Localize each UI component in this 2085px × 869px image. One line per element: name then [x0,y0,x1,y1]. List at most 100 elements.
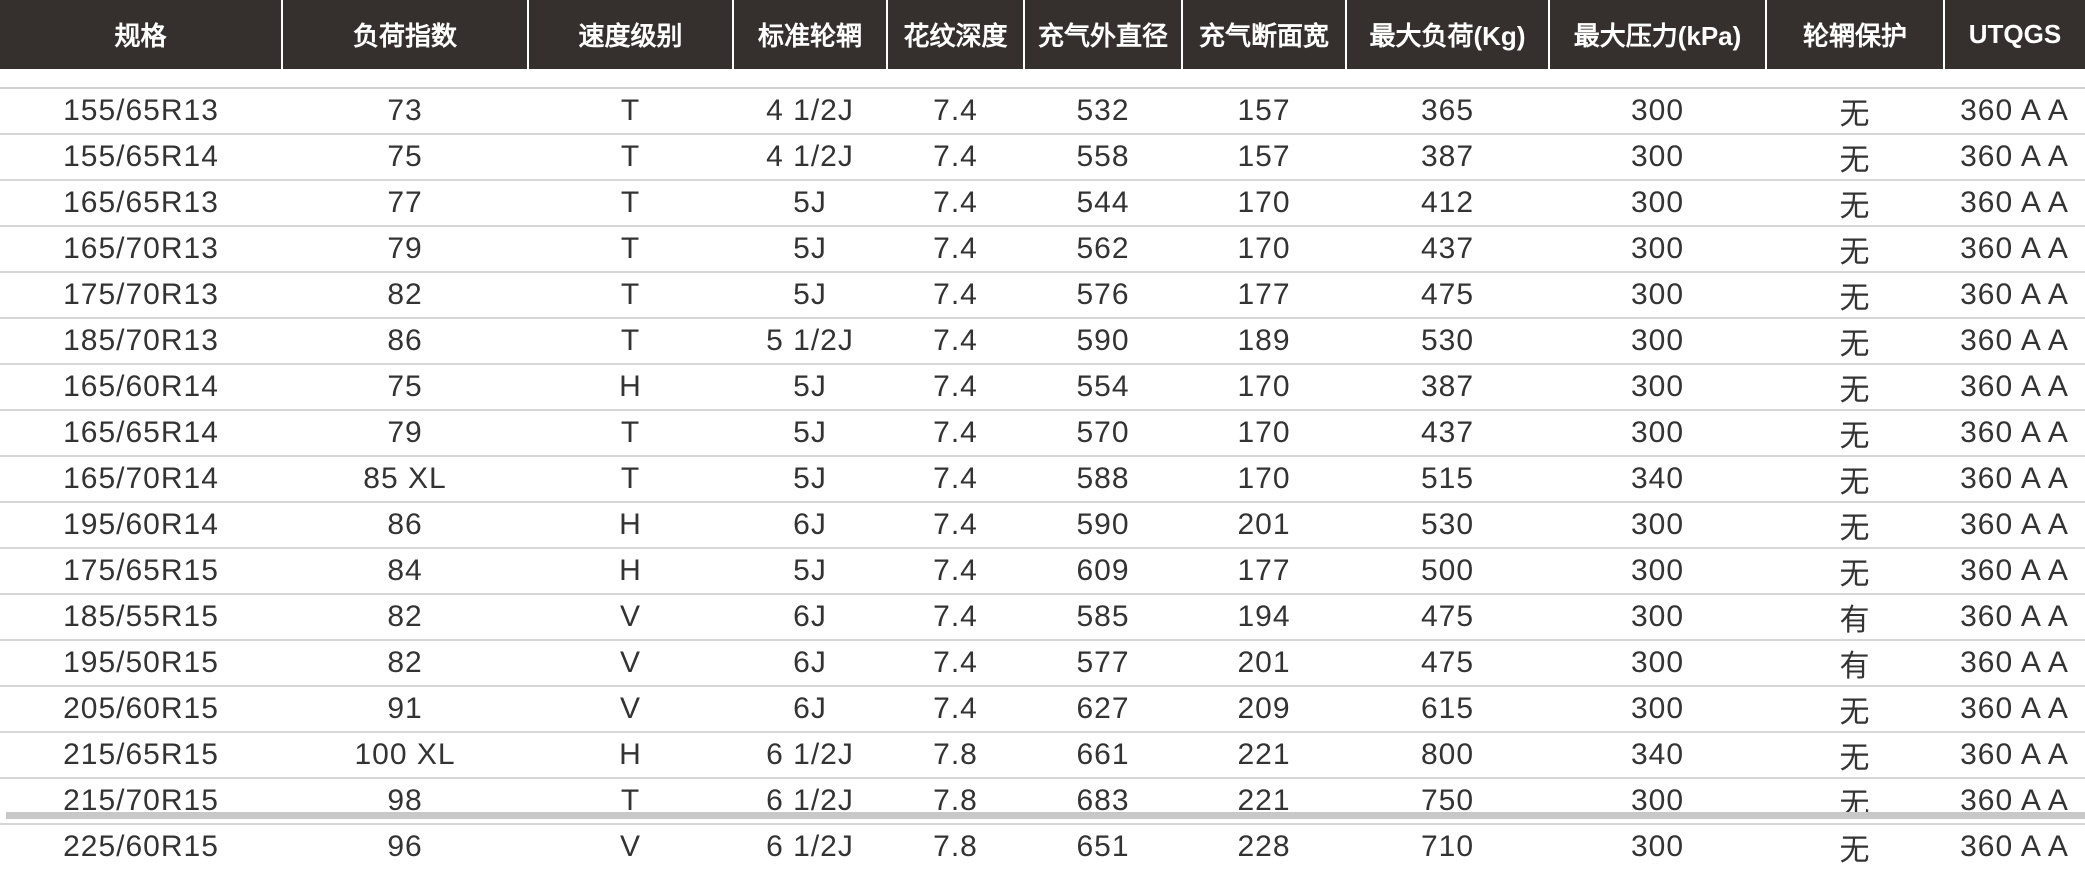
table-cell: 300 [1549,134,1766,181]
table-cell: 300 [1549,640,1766,687]
table-cell: 576 [1024,272,1182,319]
table-cell: 300 [1549,272,1766,319]
table-cell: 无 [1766,134,1944,181]
table-cell: 4 1/2J [733,88,887,135]
table-cell: 无 [1766,88,1944,135]
table-row: 195/60R14 86 H 6J 7.4 590 201 530 300 无 360 A A [0,502,2085,549]
table-cell: 无 [1766,180,1944,227]
table-cell: 5J [733,364,887,411]
column-header: UTQGS [1943,0,2085,69]
table-cell: 7.4 [887,226,1024,273]
table-row: 185/70R13 86 T 5 1/2J 7.4 590 189 530 300 无 360 A … [0,318,2085,365]
table-cell: 387 [1346,364,1549,411]
table-cell: 590 [1024,502,1182,549]
table-cell: 无 [1766,732,1944,779]
table-cell: 194 [1182,594,1346,641]
table-cell: 360 A A [1944,502,2085,549]
table-cell: 615 [1346,686,1549,733]
table-cell: 360 A A [1944,594,2085,641]
table-cell: 475 [1346,594,1549,641]
table-cell: 7.4 [887,502,1024,549]
table-cell: 7.4 [887,364,1024,411]
table-cell: 577 [1024,640,1182,687]
table-cell: 800 [1346,732,1549,779]
table-cell: 360 A A [1944,548,2085,595]
table-cell: 无 [1766,364,1944,411]
header-row: 规格 负荷指数 速度级别 标准轮辋 花纹深度 充气外直径 充气断面宽 最大负荷(Kg) 最大压力… [0,0,2085,69]
table-cell: 562 [1024,226,1182,273]
table-cell: 7.4 [887,548,1024,595]
table-row: 155/65R13 73 T 4 1/2J 7.4 532 157 365 300 无 360 A … [0,88,2085,135]
table-cell: 170 [1182,456,1346,503]
table-cell: 300 [1549,410,1766,457]
table-cell: 无 [1766,686,1944,733]
table-cell: 6J [733,640,887,687]
table-cell: 7.4 [887,456,1024,503]
table-cell: 7.4 [887,318,1024,365]
table-cell: 165/65R13 [0,180,282,227]
table-cell: 300 [1549,594,1766,641]
table-cell: 82 [282,272,528,319]
table-cell: 91 [282,686,528,733]
table-cell: 221 [1182,732,1346,779]
table-cell: 84 [282,548,528,595]
table-cell: 437 [1346,410,1549,457]
table-cell: 7.4 [887,88,1024,135]
table-cell: V [528,594,733,641]
table-cell: H [528,364,733,411]
table-cell: 无 [1766,502,1944,549]
table-cell: 360 A A [1944,272,2085,319]
table-cell: 6J [733,502,887,549]
table-cell: 73 [282,88,528,135]
table-cell: 86 [282,318,528,365]
table-cell: 165/70R13 [0,226,282,273]
table-cell: 360 A A [1944,364,2085,411]
table-cell: T [528,456,733,503]
table-cell: 5J [733,548,887,595]
table-cell: T [528,410,733,457]
table-cell: 412 [1346,180,1549,227]
table-cell: 无 [1766,410,1944,457]
table-cell: 360 A A [1944,180,2085,227]
table-row: 205/60R15 91 V 6J 7.4 627 209 615 300 无 360 A A [0,686,2085,733]
table-row: 165/65R13 77 T 5J 7.4 544 170 412 300 无 360 A A [0,180,2085,227]
table-row: 165/70R14 85 XL T 5J 7.4 588 170 515 340 无 360 A A [0,456,2085,503]
table-cell: 195/60R14 [0,502,282,549]
table-cell: 7.4 [887,686,1024,733]
table-cell: 86 [282,502,528,549]
table-cell: 215/65R15 [0,732,282,779]
table-cell: 360 A A [1960,830,2069,863]
table-cell: 570 [1024,410,1182,457]
column-header: 最大负荷(Kg) [1345,0,1549,69]
table-cell: 554 [1024,364,1182,411]
table-cell: 7.4 [887,594,1024,641]
table-cell: 185/55R15 [0,594,282,641]
table-cell: 157 [1182,134,1346,181]
table-cell: 无 [1766,318,1944,365]
table-cell: 189 [1182,318,1346,365]
table-cell: 6 1/2J [733,732,887,779]
table-cell: H [528,502,733,549]
table-cell: 387 [1346,134,1549,181]
table-cell: 515 [1346,456,1549,503]
table-cell: 155/65R14 [0,134,282,181]
table-cell: 有 [1766,594,1944,641]
table-cell: 165/70R14 [0,456,282,503]
table-row: 195/50R15 82 V 6J 7.4 577 201 475 300 有 360 A A [0,640,2085,687]
table-cell: 85 XL [282,456,528,503]
column-header: 轮辋保护 [1765,0,1944,69]
table-cell: 170 [1182,180,1346,227]
table-cell: 无 [1766,272,1944,319]
table-cell: 651 [1076,830,1130,863]
table-cell: 475 [1346,272,1549,319]
table-cell: 590 [1024,318,1182,365]
table-cell: 无 [1766,226,1944,273]
table-cell: 82 [282,640,528,687]
table-cell: 195/50R15 [0,640,282,687]
table-cell: 205/60R15 [0,686,282,733]
table-row: 175/65R15 84 H 5J 7.4 609 177 500 300 无 360 A A [0,548,2085,595]
table-cell: 300 [1549,548,1766,595]
table-cell: 209 [1182,686,1346,733]
spacer-row [0,69,2085,89]
